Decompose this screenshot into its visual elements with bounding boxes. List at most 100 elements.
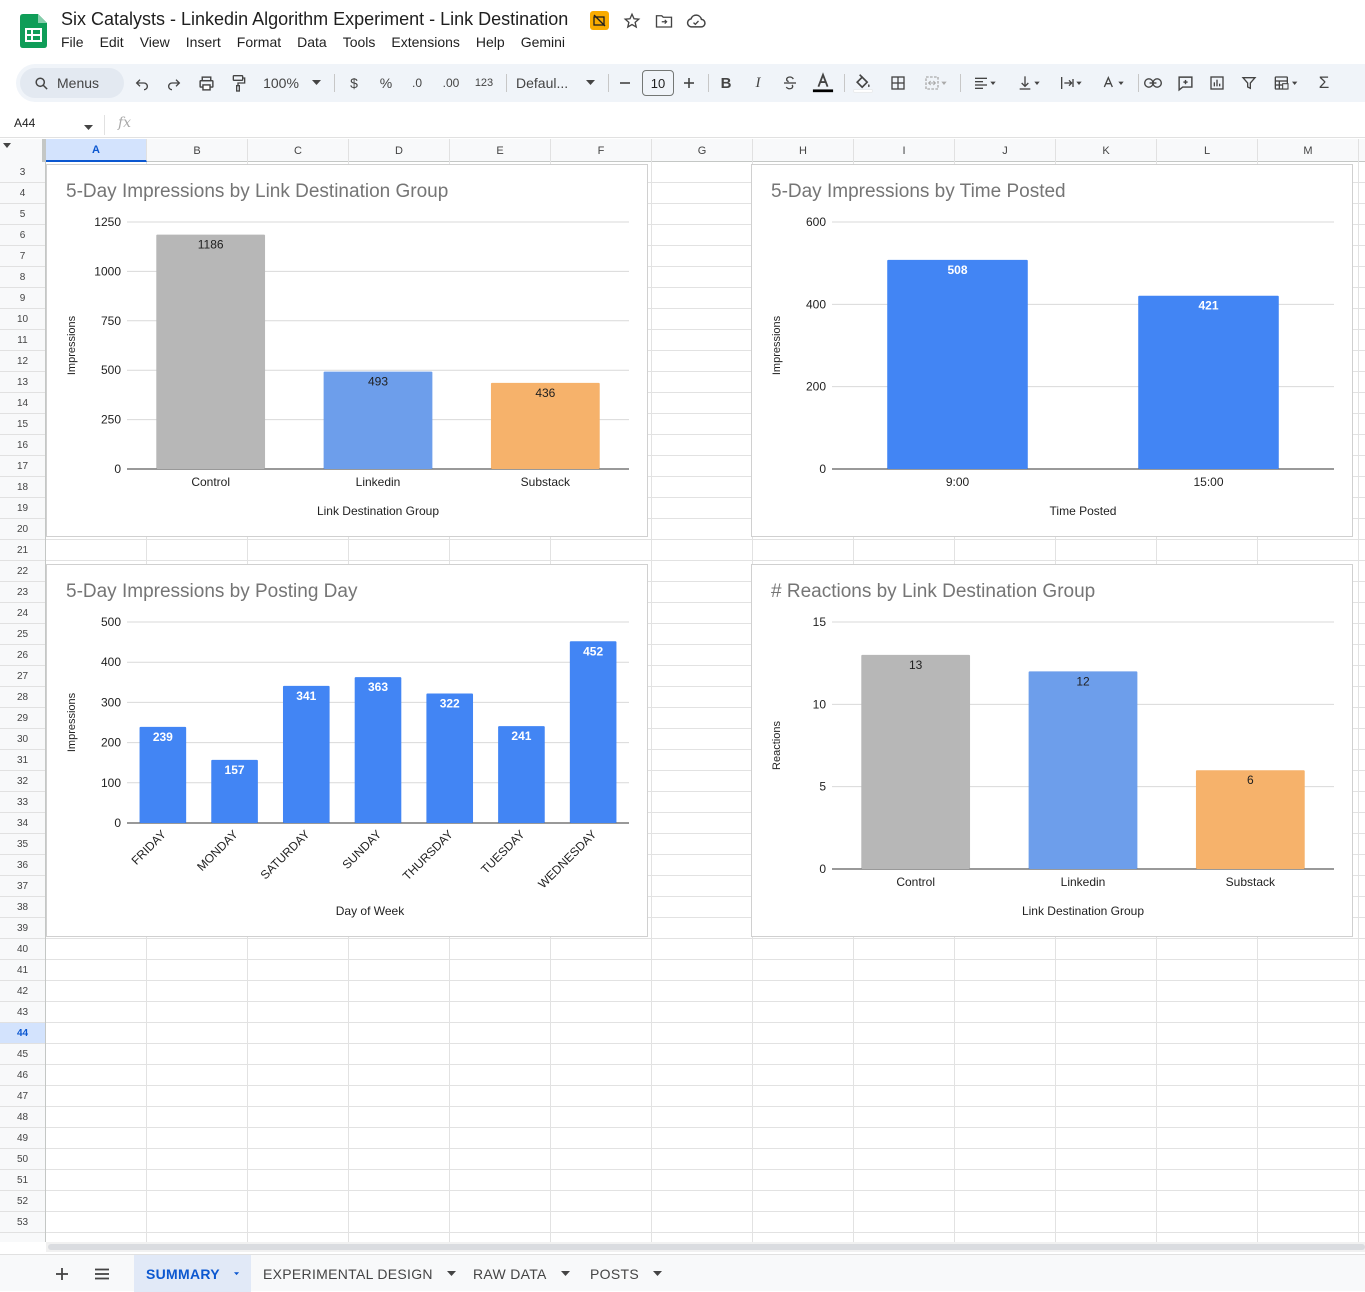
column-header-f[interactable]: F	[551, 139, 652, 162]
percent-format-button[interactable]: %	[376, 64, 396, 102]
row-header-8[interactable]: 8	[0, 267, 45, 288]
currency-format-button[interactable]: $	[344, 64, 364, 102]
row-header-20[interactable]: 20	[0, 519, 45, 540]
row-header-38[interactable]: 38	[0, 897, 45, 918]
menu-format[interactable]: Format	[236, 34, 282, 50]
horizontal-align-icon[interactable]	[968, 64, 1002, 102]
row-header-35[interactable]: 35	[0, 834, 45, 855]
row-header-12[interactable]: 12	[0, 351, 45, 372]
menu-file[interactable]: File	[61, 34, 84, 50]
row-header-22[interactable]: 22	[0, 561, 45, 582]
filter-icon[interactable]	[1238, 64, 1260, 102]
fill-color-icon[interactable]	[852, 64, 874, 102]
chevron-down-icon[interactable]	[233, 1271, 239, 1277]
column-header-m[interactable]: M	[1258, 139, 1359, 162]
menu-gemini[interactable]: Gemini	[520, 34, 566, 50]
print-icon[interactable]	[196, 64, 216, 102]
font-family-select[interactable]: Defaul...	[516, 64, 602, 102]
borders-icon[interactable]	[888, 64, 908, 102]
column-header-d[interactable]: D	[349, 139, 450, 162]
row-header-49[interactable]: 49	[0, 1128, 45, 1149]
column-header-l[interactable]: L	[1157, 139, 1258, 162]
row-header-9[interactable]: 9	[0, 288, 45, 309]
gemini-badge-icon[interactable]	[590, 11, 609, 30]
row-header-46[interactable]: 46	[0, 1065, 45, 1086]
sheet-tab-raw-data[interactable]: RAW DATA	[461, 1255, 582, 1292]
row-header-29[interactable]: 29	[0, 708, 45, 729]
text-rotation-icon[interactable]	[1096, 64, 1130, 102]
chevron-down-icon[interactable]	[560, 1270, 570, 1277]
row-header-52[interactable]: 52	[0, 1191, 45, 1212]
decrease-decimal-button[interactable]: .0	[406, 64, 428, 102]
column-header-j[interactable]: J	[955, 139, 1056, 162]
chevron-down-icon[interactable]	[652, 1270, 662, 1277]
italic-button[interactable]: I	[748, 64, 768, 102]
row-header-41[interactable]: 41	[0, 960, 45, 981]
row-header-15[interactable]: 15	[0, 414, 45, 435]
row-header-44[interactable]: 44	[0, 1023, 45, 1044]
row-header-27[interactable]: 27	[0, 666, 45, 687]
menu-edit[interactable]: Edit	[99, 34, 124, 50]
increase-decimal-button[interactable]: .00	[438, 64, 464, 102]
menu-view[interactable]: View	[139, 34, 170, 50]
name-box[interactable]: A44	[14, 116, 36, 130]
row-header-50[interactable]: 50	[0, 1149, 45, 1170]
row-header-14[interactable]: 14	[0, 393, 45, 414]
increase-font-size-icon[interactable]	[680, 64, 698, 102]
all-sheets-menu-icon[interactable]	[92, 1255, 112, 1292]
decrease-font-size-icon[interactable]	[616, 64, 634, 102]
column-header-e[interactable]: E	[450, 139, 551, 162]
chart-reactions-by-link-destination[interactable]: 0 5 10 15 13 Control 12 Linkedin 6 Substack Link D…	[751, 564, 1353, 937]
menu-help[interactable]: Help	[475, 34, 505, 50]
row-header-13[interactable]: 13	[0, 372, 45, 393]
sheet-tab-experimental-design[interactable]: EXPERIMENTAL DESIGN	[251, 1255, 468, 1292]
row-header-24[interactable]: 24	[0, 603, 45, 624]
star-icon[interactable]	[622, 11, 642, 31]
frozen-rows-chevron-icon[interactable]	[3, 143, 12, 149]
sheet-tab-posts[interactable]: POSTS	[578, 1255, 674, 1292]
scrollbar-thumb[interactable]	[48, 1244, 1365, 1250]
row-header-3[interactable]: 3	[0, 162, 45, 183]
row-header-18[interactable]: 18	[0, 477, 45, 498]
row-header-17[interactable]: 17	[0, 456, 45, 477]
column-header-a[interactable]: A	[46, 139, 147, 162]
insert-chart-icon[interactable]	[1206, 64, 1228, 102]
row-header-25[interactable]: 25	[0, 624, 45, 645]
row-header-39[interactable]: 39	[0, 918, 45, 939]
row-header-23[interactable]: 23	[0, 582, 45, 603]
row-header-26[interactable]: 26	[0, 645, 45, 666]
zoom-select[interactable]: 100%	[258, 64, 304, 102]
row-header-34[interactable]: 34	[0, 813, 45, 834]
chart-impressions-by-link-destination[interactable]: 0 250 500 750 1000 1250 1186 Control 493 Linkedin…	[46, 164, 648, 537]
menus-search[interactable]: Menus	[20, 68, 124, 98]
column-header-k[interactable]: K	[1056, 139, 1157, 162]
row-header-21[interactable]: 21	[0, 540, 45, 561]
row-header-53[interactable]: 53	[0, 1212, 45, 1233]
strikethrough-icon[interactable]	[780, 64, 800, 102]
row-header-47[interactable]: 47	[0, 1086, 45, 1107]
chevron-down-icon[interactable]	[84, 118, 93, 136]
bold-button[interactable]: B	[716, 64, 736, 102]
row-header-51[interactable]: 51	[0, 1170, 45, 1191]
redo-icon[interactable]	[164, 64, 184, 102]
row-header-42[interactable]: 42	[0, 981, 45, 1002]
functions-button[interactable]: Σ	[1314, 64, 1334, 102]
column-header-h[interactable]: H	[753, 139, 854, 162]
add-sheet-icon[interactable]	[52, 1255, 72, 1292]
chevron-down-icon[interactable]	[446, 1270, 456, 1277]
chevron-down-icon[interactable]	[310, 64, 322, 102]
undo-icon[interactable]	[132, 64, 152, 102]
row-header-5[interactable]: 5	[0, 204, 45, 225]
menu-tools[interactable]: Tools	[342, 34, 376, 50]
row-header-36[interactable]: 36	[0, 855, 45, 876]
row-header-37[interactable]: 37	[0, 876, 45, 897]
horizontal-scrollbar[interactable]	[46, 1242, 1365, 1252]
column-header-i[interactable]: I	[854, 139, 955, 162]
select-all-corner[interactable]	[0, 139, 46, 162]
column-header-c[interactable]: C	[248, 139, 349, 162]
menu-insert[interactable]: Insert	[185, 34, 221, 50]
chart-impressions-by-time-posted[interactable]: 0 200 400 600 508 9:00 421 15:00 Time Posted Impr…	[751, 164, 1353, 537]
row-header-28[interactable]: 28	[0, 687, 45, 708]
font-size-input[interactable]: 10	[642, 70, 674, 96]
row-header-6[interactable]: 6	[0, 225, 45, 246]
